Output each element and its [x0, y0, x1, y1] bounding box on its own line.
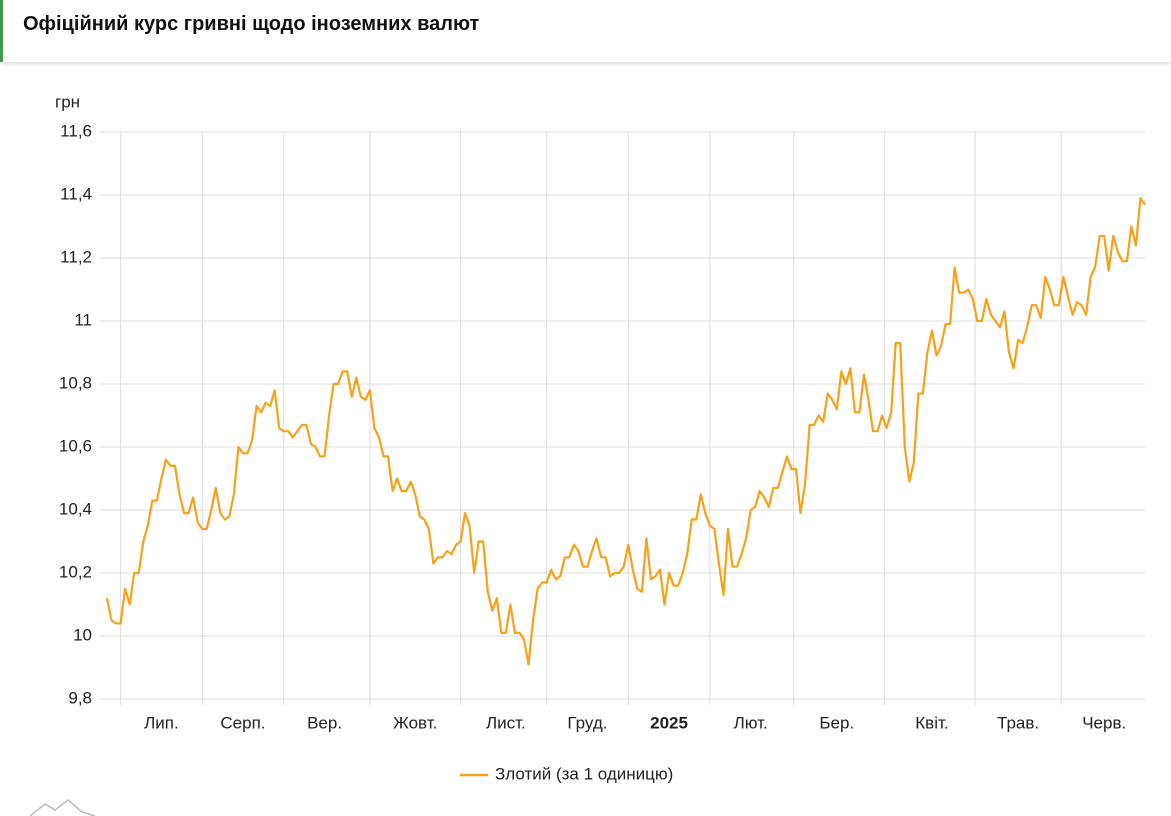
logo	[29, 799, 96, 816]
x-tick-label: Трав.	[997, 713, 1039, 732]
x-tick-label: 2025	[650, 713, 688, 732]
header-title: Офіційний курс гривні щодо іноземних вал…	[23, 13, 480, 35]
y-tick-label: 10,6	[59, 436, 92, 455]
x-tick-label: Вер.	[307, 713, 342, 732]
y-tick-label: 11,2	[60, 247, 92, 266]
x-tick-label: Жовт.	[393, 713, 437, 732]
x-tick-label: Лют.	[734, 713, 768, 732]
x-tick-label: Лист.	[486, 713, 526, 732]
y-tick-label: 10	[73, 625, 92, 644]
y-tick-label: 11,6	[60, 121, 92, 140]
legend-label: Злотий (за 1 одиницю)	[495, 764, 673, 783]
y-tick-label: 9,8	[68, 688, 92, 707]
y-tick-label: 10,4	[59, 499, 92, 518]
x-tick-label: Бер.	[819, 713, 854, 732]
x-tick-label: Лип.	[144, 713, 179, 732]
x-tick-label: Серп.	[220, 713, 265, 732]
x-tick-label: Черв.	[1082, 713, 1126, 732]
y-tick-label: 11,4	[60, 184, 92, 203]
y-tick-label: 10,8	[59, 373, 92, 392]
series-line	[105, 197, 1146, 666]
y-tick-label: 10,2	[59, 562, 92, 581]
y-axis-label: грн	[55, 92, 80, 111]
y-tick-label: 11	[74, 310, 92, 329]
header: Офіційний курс гривні щодо іноземних вал…	[0, 0, 1171, 62]
x-tick-label: Квіт.	[915, 713, 948, 732]
x-tick-label: Груд.	[567, 713, 607, 732]
